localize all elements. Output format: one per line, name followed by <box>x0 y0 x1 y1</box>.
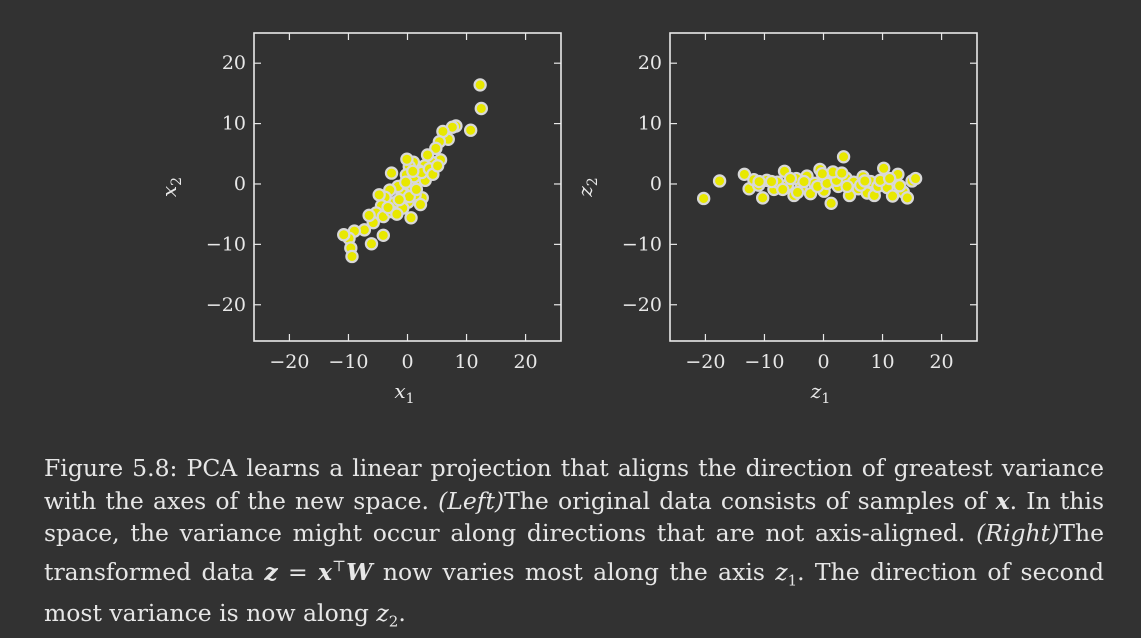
left-data-point <box>372 188 386 202</box>
right-y-tick-label: 10 <box>638 113 662 135</box>
left-data-point <box>406 164 420 178</box>
right-y-tick-label: −10 <box>622 233 662 255</box>
left-data-point <box>404 211 418 225</box>
left-y-tick-label: 20 <box>222 52 246 74</box>
right-data-point <box>797 174 811 189</box>
right-data-point <box>900 191 915 205</box>
left-x-tick-label: 20 <box>513 351 537 373</box>
caption-w-symbol: W <box>346 557 373 586</box>
right-data-point <box>824 196 838 211</box>
left-x-tick-label: −20 <box>269 351 309 373</box>
right-data-point <box>835 166 849 180</box>
right-data-point <box>764 174 779 189</box>
right-x-tick-label: 20 <box>929 351 953 373</box>
caption-z1-symbol: z <box>775 557 788 586</box>
right-data-point <box>752 174 766 189</box>
left-x-tick-label: 0 <box>401 351 413 373</box>
left-data-point <box>413 197 428 212</box>
caption-z1-subscript: 1 <box>787 571 798 590</box>
right-data-point <box>776 182 790 197</box>
left-data-point <box>474 101 488 116</box>
left-data-point <box>420 148 435 162</box>
left-x-tick-label: 10 <box>454 351 478 373</box>
right-x-axis-label: z1 <box>810 379 830 407</box>
right-scatter-panel: −20 −10 0 10 20 −20 −10 0 10 20 z1 z2 <box>573 32 978 407</box>
right-data-point <box>755 191 770 205</box>
left-data-point <box>473 78 487 92</box>
left-scatter-panel: −20 −10 0 10 20 −20 −10 0 10 20 x1 x2 <box>157 32 562 407</box>
caption-text-1: Figure 5.8: PCA learns a linear projecti… <box>44 454 1104 515</box>
left-data-point <box>430 159 445 173</box>
figure-caption: Figure 5.8: PCA learns a linear projecti… <box>44 452 1104 638</box>
caption-x-symbol: x <box>995 486 1010 515</box>
right-data-point <box>815 167 830 181</box>
right-x-tick-label: −20 <box>685 351 725 373</box>
left-y-tick-label: 10 <box>222 113 246 135</box>
right-data-point <box>836 150 851 164</box>
right-x-tick-label: −10 <box>744 351 784 373</box>
left-y-tick-label: 0 <box>234 173 246 195</box>
right-y-tick-label: −20 <box>622 294 662 316</box>
right-x-tick-label: 10 <box>870 351 894 373</box>
right-data-point <box>840 179 854 194</box>
left-x-axis-label: x1 <box>394 379 414 407</box>
right-data-point <box>696 191 711 206</box>
left-data-point <box>364 237 379 251</box>
caption-left-label: (Left) <box>438 486 505 515</box>
left-data-point <box>400 152 414 166</box>
caption-z2-symbol: z <box>376 598 389 627</box>
right-data-point <box>885 189 900 203</box>
right-data-point <box>858 174 872 188</box>
right-data-point <box>790 185 805 200</box>
left-data-point <box>409 182 424 197</box>
right-data-point <box>877 161 891 175</box>
caption-text-3: . In this space, the variance might occu… <box>44 486 1105 548</box>
caption-transpose: ⊤ <box>332 556 347 575</box>
caption-text-5: now varies most along the axis <box>372 557 776 586</box>
left-data-point <box>337 228 351 242</box>
caption-text-4: The transformed data <box>44 519 1104 586</box>
left-data-point <box>463 123 478 137</box>
left-data-point <box>390 207 404 221</box>
caption-right-label: (Right) <box>976 519 1060 547</box>
left-y-tick-label: −10 <box>206 233 246 255</box>
left-y-tick-label: −20 <box>206 294 246 316</box>
left-data-point <box>399 175 413 189</box>
right-data-point <box>908 171 923 186</box>
right-y-tick-label: 0 <box>650 173 662 195</box>
left-data-point <box>384 166 399 180</box>
caption-z-symbol: z <box>264 557 278 586</box>
right-data-point <box>712 174 727 188</box>
right-data-point <box>892 179 907 193</box>
caption-z2-subscript: 2 <box>388 612 399 631</box>
left-data-point <box>362 208 376 223</box>
right-x-tick-label: 0 <box>817 351 829 373</box>
left-x-tick-label: −10 <box>328 351 368 373</box>
caption-text-6: . The direction of second most variance … <box>44 557 1104 627</box>
caption-text-2: The original data consists of samples of <box>504 486 996 515</box>
caption-equals: = <box>277 557 318 586</box>
left-data-point <box>381 200 395 215</box>
right-data-point <box>783 171 798 186</box>
left-data-point <box>376 228 390 243</box>
right-y-axis-label: z2 <box>573 177 601 197</box>
right-y-tick-label: 20 <box>638 52 662 74</box>
caption-text-7: . <box>398 598 406 627</box>
left-y-axis-label: x2 <box>157 177 185 197</box>
left-data-point <box>345 249 359 264</box>
caption-x-symbol-2: x <box>318 557 333 586</box>
left-data-point <box>392 192 406 207</box>
right-data-point <box>882 171 897 186</box>
